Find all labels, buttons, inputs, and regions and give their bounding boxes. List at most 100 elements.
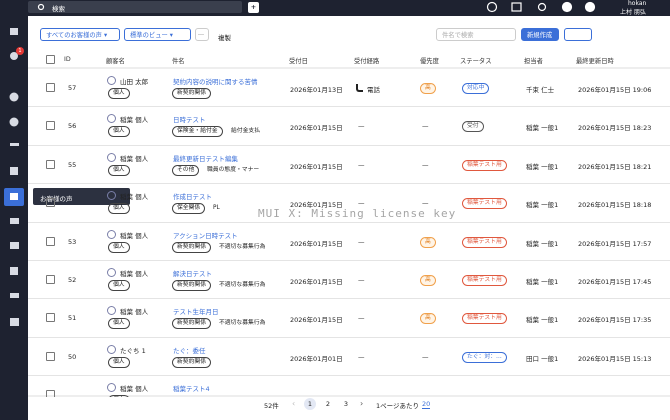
per-page-label: 1ページあたり xyxy=(376,402,420,410)
channel: — xyxy=(358,160,365,169)
received-date: 2026年01月01日 xyxy=(290,354,343,363)
received-date: 2026年01月15日 xyxy=(290,162,343,171)
row-checkbox[interactable] xyxy=(46,198,55,208)
row-checkbox[interactable] xyxy=(46,159,55,169)
column-header: 担当者 xyxy=(524,58,543,65)
priority: — xyxy=(422,199,429,208)
prev-page[interactable]: ‹ xyxy=(292,399,296,408)
customer-type: 個人 xyxy=(108,280,130,291)
row-checkbox[interactable] xyxy=(46,236,55,246)
row-rule xyxy=(28,106,670,108)
subject-link[interactable]: 契約内容の説明に関する苦情 xyxy=(173,78,258,86)
next-page[interactable]: › xyxy=(360,399,364,408)
status: 受付 xyxy=(462,121,484,133)
row-rule xyxy=(28,260,670,261)
side-icons xyxy=(4,28,24,326)
subject-link[interactable]: アクション日時テスト xyxy=(173,231,238,240)
updated-at: 2026年01月15日 19:06 xyxy=(578,86,652,94)
priority: — xyxy=(422,122,429,131)
row-rule xyxy=(28,144,670,146)
avatar xyxy=(107,76,116,85)
channel: — xyxy=(358,237,365,246)
customer-name: たぐち 1 xyxy=(120,346,146,355)
updated-at: 2026年01月15日 17:57 xyxy=(578,239,652,248)
received-date: 2026年01月15日 xyxy=(290,316,343,325)
customer-name: 稲葉 個人 xyxy=(120,270,149,278)
footer-bg xyxy=(28,397,670,420)
column-header: ID xyxy=(64,56,71,63)
status: たぐ：対：… xyxy=(462,351,507,363)
tooltip-text: お客様の声 xyxy=(40,195,73,203)
channel: — xyxy=(358,276,365,284)
customer-type: 個人 xyxy=(108,203,130,215)
subject-link[interactable]: たぐ：委任 xyxy=(173,346,206,355)
column-header: ステータス xyxy=(460,58,492,65)
per-page[interactable]: 20 xyxy=(422,400,431,409)
avatar xyxy=(107,191,116,201)
tag: 不適切な募集行為 xyxy=(219,282,266,288)
row-rule xyxy=(28,375,670,377)
received-date: 2026年01月15日 xyxy=(290,201,343,210)
channel: 電話 xyxy=(367,86,380,94)
create-button[interactable]: 新規作成 xyxy=(521,28,559,41)
priority: 高 xyxy=(420,236,436,248)
view-filter-dropdown[interactable]: すべてのお客様の声 ▾ xyxy=(40,28,120,41)
subject-link[interactable]: 日時テスト xyxy=(173,116,206,125)
tag: 職員の態度・マナー xyxy=(207,166,260,173)
search-box[interactable] xyxy=(28,1,242,13)
duplicate-button[interactable]: 複製 xyxy=(218,34,231,42)
customer-name: 稲葉 個人 xyxy=(120,116,149,125)
row-checkbox[interactable] xyxy=(46,313,55,323)
watermark: MUI X: Missing license key xyxy=(258,207,457,220)
column-header: 顧客名 xyxy=(106,58,125,65)
received-date: 2026年01月15日 xyxy=(290,239,343,248)
assignee: 稲葉 一般1 xyxy=(526,239,559,248)
assignee: 稲葉 一般1 xyxy=(526,278,559,286)
search-input[interactable]: 件名で検索 xyxy=(436,28,516,41)
assignee: 稲葉 一般1 xyxy=(526,201,559,210)
tooltip xyxy=(33,188,130,205)
received-date: 2026年01月15日 xyxy=(290,124,343,133)
customer-name: 山田 太郎 xyxy=(120,78,149,86)
page-number[interactable]: 3 xyxy=(343,400,349,408)
channel: — xyxy=(358,122,365,131)
page-number[interactable]: 2 xyxy=(325,400,331,408)
priority: 高 xyxy=(420,83,436,94)
priority: 高 xyxy=(420,275,436,286)
assignee: 稲葉 一般1 xyxy=(526,316,559,325)
subject-link[interactable]: テスト生年月日 xyxy=(173,308,219,317)
status: 稲葉テスト用 xyxy=(462,159,507,171)
view-filter: すべてのお客様の声 xyxy=(46,32,102,39)
channel: — xyxy=(358,314,365,323)
row-checkbox[interactable] xyxy=(46,121,55,131)
view: 標準のビュー xyxy=(130,32,168,39)
avatar xyxy=(107,383,116,393)
user-id: hokan xyxy=(628,0,647,7)
header-checkbox[interactable] xyxy=(46,55,55,64)
updated-at: 2026年01月15日 18:18 xyxy=(578,201,652,210)
page-number[interactable]: 1 xyxy=(304,398,316,410)
status: 稲葉テスト用 xyxy=(462,313,507,325)
layout-toggle[interactable] xyxy=(564,28,592,41)
row-id: 56 xyxy=(68,122,77,131)
customer-type: 個人 xyxy=(108,88,130,99)
tag: 不適切な募集行為 xyxy=(219,243,266,250)
more-button[interactable]: ··· xyxy=(195,28,209,41)
row-checkbox[interactable] xyxy=(46,83,55,92)
received-date: 2026年01月15日 xyxy=(290,278,343,286)
subject-link[interactable]: 作成日テスト xyxy=(173,193,212,202)
row-checkbox[interactable] xyxy=(46,275,55,284)
channel: — xyxy=(358,352,365,361)
add-button[interactable]: + xyxy=(248,2,259,13)
updated-at: 2026年01月15日 17:35 xyxy=(578,316,652,325)
subject-link[interactable]: 稲葉テスト4 xyxy=(173,385,210,394)
avatar xyxy=(107,268,116,277)
customer-name: 稲葉 個人 xyxy=(120,308,149,317)
view-dropdown[interactable]: 標準のビュー ▾ xyxy=(124,28,191,41)
subject-link[interactable]: 最終更新日テスト編集 xyxy=(173,154,238,163)
subject-link[interactable]: 解決日テスト xyxy=(173,270,212,278)
customer-type: 個人 xyxy=(108,241,130,253)
row-checkbox[interactable] xyxy=(46,351,55,361)
row-id: 52 xyxy=(68,276,77,284)
